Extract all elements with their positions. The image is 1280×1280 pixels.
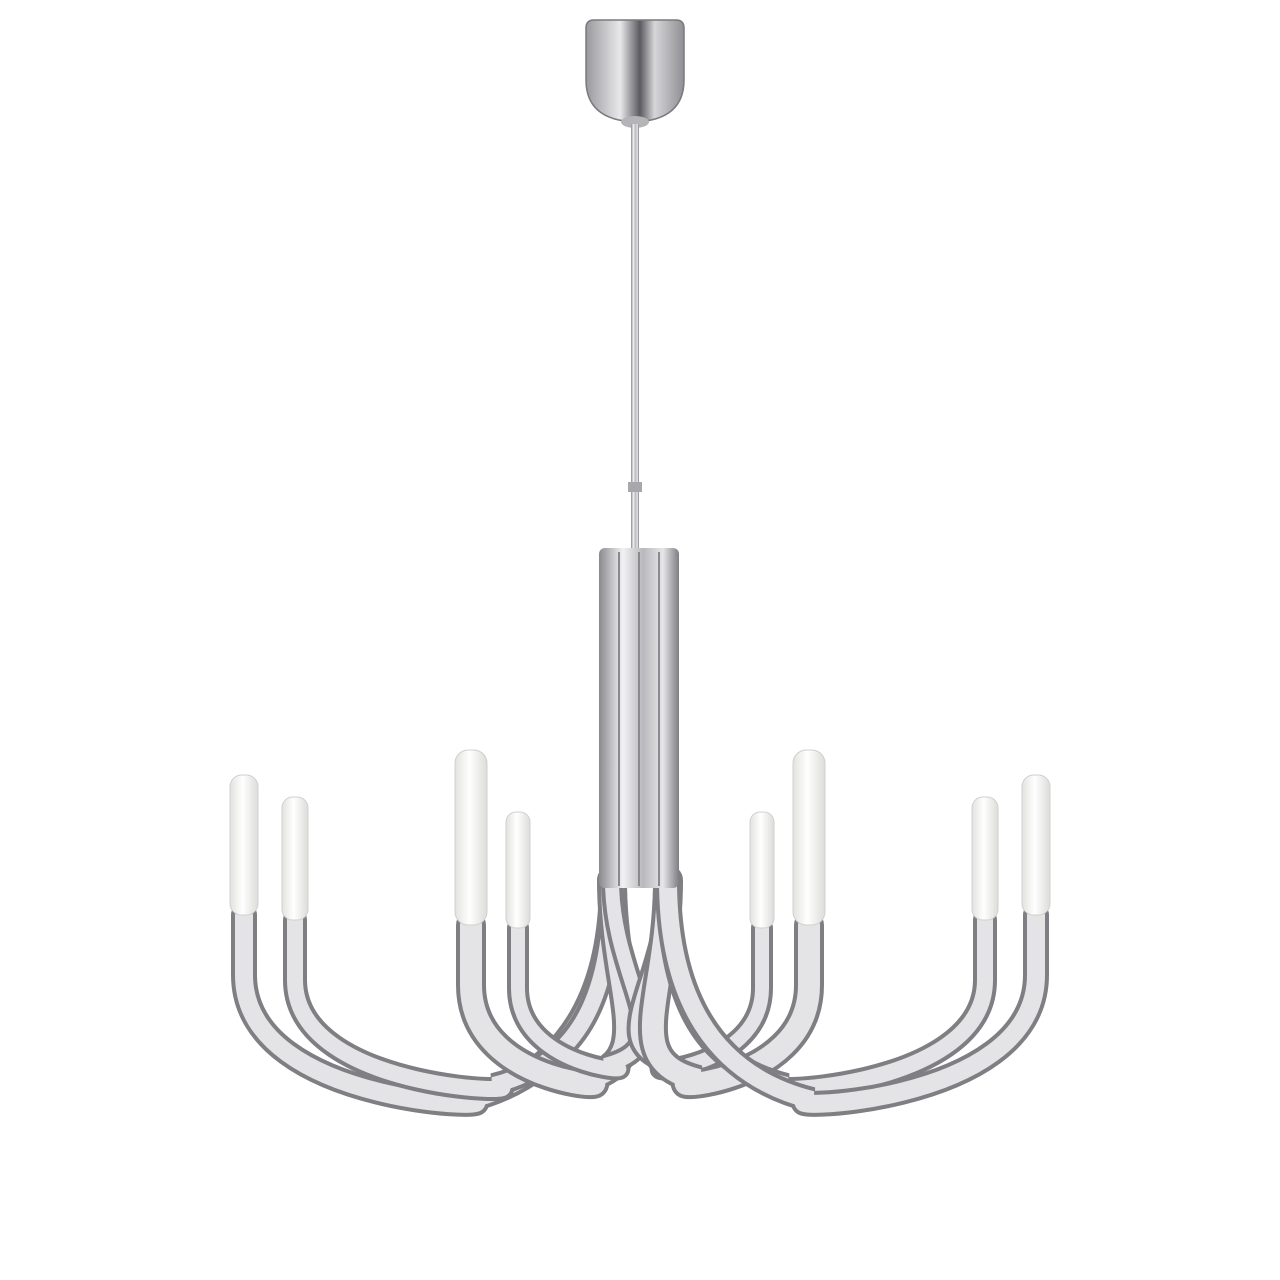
- arm-highlight: [641, 869, 820, 1096]
- arm-highlight: [287, 872, 620, 1098]
- candle-shade-2: [281, 796, 309, 921]
- candle-shade-1: [229, 774, 259, 916]
- candle-shades: [229, 749, 1051, 929]
- arm-highlight: [659, 871, 1045, 1113]
- ceiling-canopy: [585, 19, 685, 128]
- center-column: [599, 548, 679, 888]
- candle-shade-4: [505, 811, 531, 929]
- candle-shade-7: [971, 796, 999, 921]
- candle-shade-8: [1021, 774, 1051, 916]
- arm-highlight: [511, 873, 650, 1077]
- candle-shade-3: [454, 749, 488, 926]
- downrod: [631, 124, 639, 550]
- candle-shade-6: [792, 749, 826, 926]
- chandelier-arms: [231, 865, 1049, 1117]
- candle-shade-5: [749, 811, 775, 929]
